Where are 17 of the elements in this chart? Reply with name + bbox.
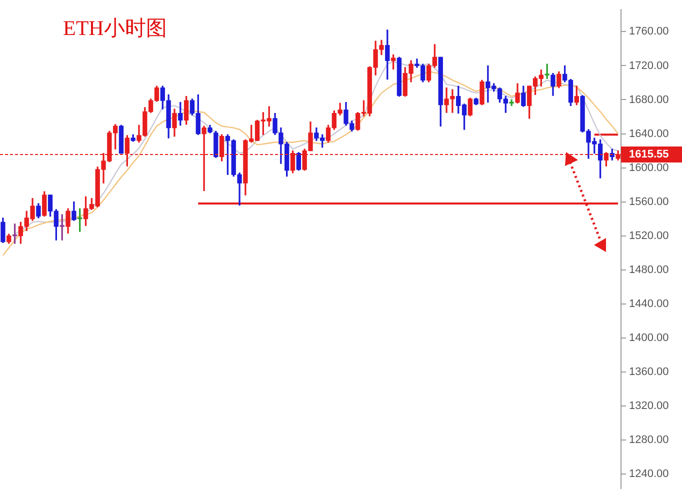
y-tick-label: 1360.00 (629, 366, 669, 378)
y-tick-label: 1320.00 (629, 400, 669, 412)
ref-line-label: 1615.55 (629, 148, 669, 161)
y-tick-label: 1760.00 (629, 26, 669, 38)
y-tick-label: 1640.00 (629, 128, 669, 140)
y-tick-label: 1400.00 (629, 332, 669, 344)
chart-title: ETH小时图 (63, 15, 167, 42)
y-tick-label: 1560.00 (629, 196, 669, 208)
y-tick-label: 1680.00 (629, 94, 669, 106)
candlestick (544, 64, 550, 79)
y-tick-label: 1240.00 (629, 468, 669, 480)
y-tick-label: 1520.00 (629, 230, 669, 242)
y-tick-label: 1440.00 (629, 298, 669, 310)
y-tick-label: 1280.00 (629, 434, 669, 446)
y-tick-label: 1720.00 (629, 60, 669, 72)
y-tick-label: 1480.00 (629, 264, 669, 276)
y-tick-label: 1600.00 (629, 162, 669, 174)
